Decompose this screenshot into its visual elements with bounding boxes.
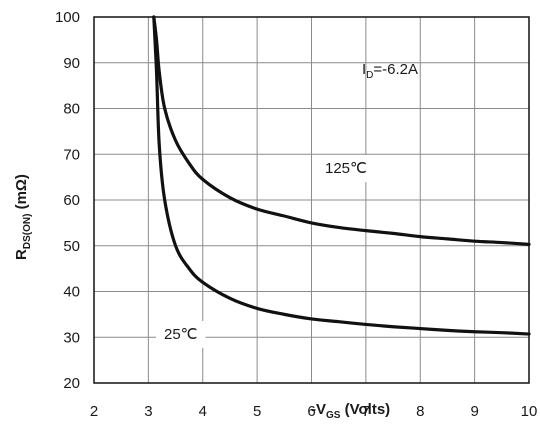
series-label-background (317, 155, 375, 182)
y-tick-label: 90 (63, 55, 80, 72)
x-tick-label: 9 (470, 403, 478, 420)
y-tick-label: 30 (63, 329, 80, 346)
x-axis-title: -VGS (Volts) (311, 401, 390, 421)
x-tick-label: 6 (307, 403, 315, 420)
x-tick-label: 3 (144, 403, 152, 420)
curves (152, 15, 531, 336)
x-tick-label: 2 (90, 403, 98, 420)
series-label-background (156, 321, 206, 348)
y-tick-label: 100 (55, 9, 80, 26)
series-label-25c: 25℃ (164, 326, 198, 343)
y-tick-label: 70 (63, 146, 80, 163)
tick-labels: 2 3 4 5 6 7 8 9 10 20 30 40 50 60 70 80 90 100 (55, 9, 537, 420)
x-tick-label: 10 (521, 403, 538, 420)
curve-125c (152, 15, 531, 246)
y-tick-label: 20 (63, 375, 80, 392)
condition-sub: D (366, 70, 373, 81)
y-tick-label: 60 (63, 192, 80, 209)
condition-main: I (362, 61, 366, 78)
y-axis-title: RDS(ON) (mΩ) (13, 174, 33, 260)
y-tick-label: 40 (63, 284, 80, 301)
y-tick-label: 80 (63, 101, 80, 118)
condition-rest: =-6.2A (373, 61, 418, 78)
series-label-125c: 125℃ (325, 160, 367, 177)
x-tick-label: 7 (362, 403, 370, 420)
grid-lines (94, 17, 529, 383)
y-tick-label: 50 (63, 238, 80, 255)
x-tick-label: 5 (253, 403, 261, 420)
curve-25c (152, 15, 531, 336)
condition-label: ID=-6.2A (362, 61, 418, 81)
x-tick-label: 4 (199, 403, 207, 420)
x-tick-label: 8 (416, 403, 424, 420)
plot-frame (93, 16, 530, 384)
